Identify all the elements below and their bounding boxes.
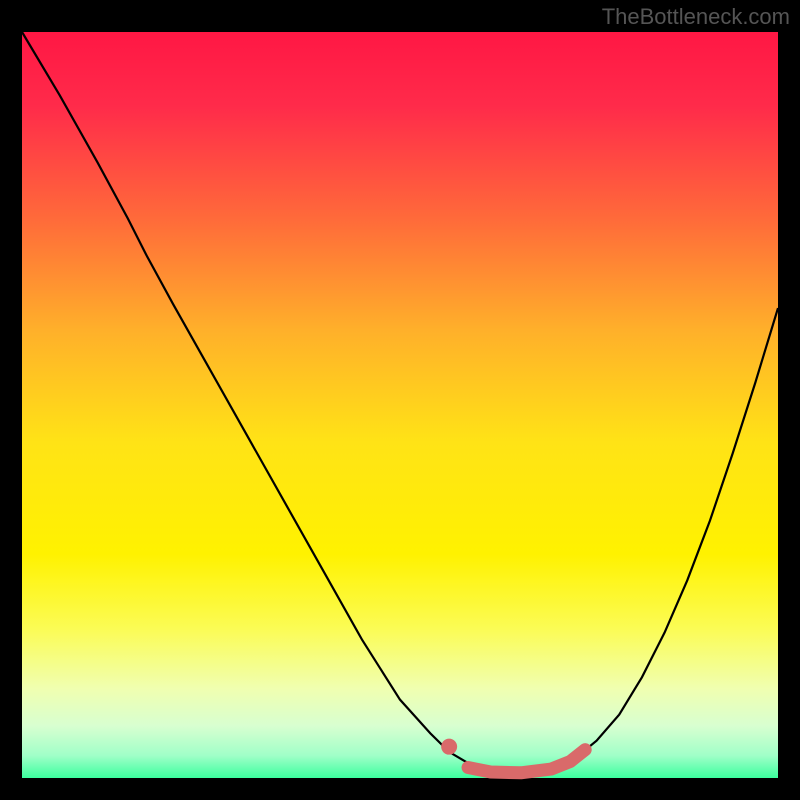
curve-path <box>22 32 778 773</box>
watermark-text: TheBottleneck.com <box>602 4 790 30</box>
chart-plot-area <box>22 32 778 778</box>
bottleneck-curve <box>22 32 778 778</box>
highlight-segment <box>468 750 585 773</box>
highlight-dot <box>441 739 457 755</box>
